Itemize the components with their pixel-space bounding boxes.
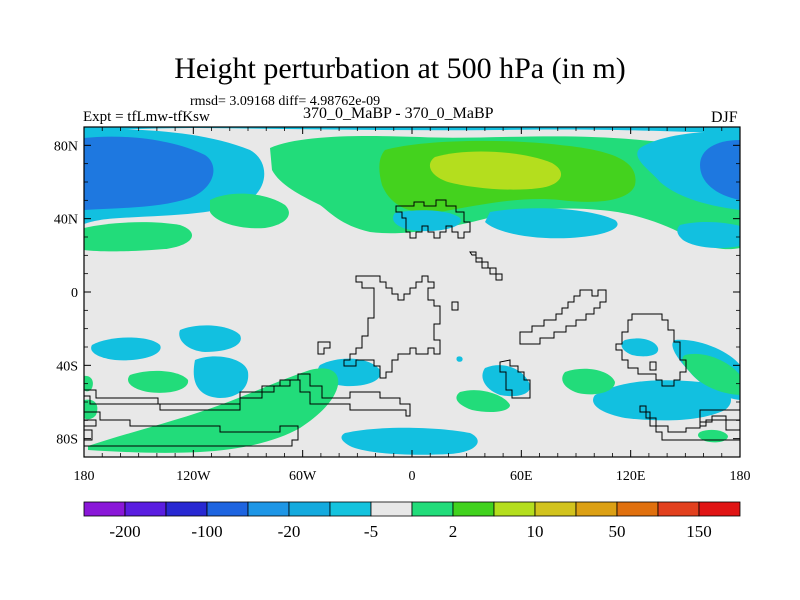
axes: 80N 40N 0 40S 80S 180 120W 60W 0 60E 120E 180 xyxy=(54,127,751,484)
colorbar-label: 150 xyxy=(686,522,712,541)
colorbar-swatch xyxy=(370,501,413,517)
colorbar-swatch xyxy=(329,501,372,517)
positive-region xyxy=(84,222,192,252)
lat-tick-label: 80N xyxy=(54,139,78,154)
colorbar-swatch xyxy=(575,501,618,517)
colorbar-label: -20 xyxy=(278,522,301,541)
negative-region xyxy=(456,356,463,362)
coastline xyxy=(699,409,740,427)
season-label: DJF xyxy=(711,109,738,126)
lat-tick-label: 40S xyxy=(56,359,78,374)
colorbar-swatch xyxy=(493,501,536,517)
colorbar-swatch xyxy=(698,501,741,517)
lon-tick-label: 120E xyxy=(616,469,646,484)
contour-field xyxy=(84,127,740,455)
chart-title: Height perturbation at 500 hPa (in m) xyxy=(174,52,626,85)
colorbar-label: -200 xyxy=(109,522,140,541)
negative-region xyxy=(392,210,461,232)
coastline xyxy=(469,251,503,281)
positive-region xyxy=(84,375,93,392)
coastline xyxy=(84,411,299,447)
colorbar-swatch xyxy=(206,501,249,517)
coastline xyxy=(395,199,471,239)
lon-tick-label: 0 xyxy=(409,469,416,484)
coastline xyxy=(317,341,331,355)
lon-tick-label: 180 xyxy=(730,469,751,484)
lat-tick-label: 0 xyxy=(71,286,78,301)
colorbar-label: 2 xyxy=(449,522,458,541)
colorbar-swatch xyxy=(411,501,454,517)
positive-strong-region xyxy=(429,151,562,190)
colorbar-swatch xyxy=(165,501,208,517)
positive-region xyxy=(562,368,615,395)
lon-tick-label: 60E xyxy=(510,469,533,484)
coastline xyxy=(499,359,531,399)
colorbar-swatch xyxy=(616,501,659,517)
colorbar-label: -100 xyxy=(191,522,222,541)
lat-tick-label: 80S xyxy=(56,433,78,448)
stats-label: rmsd= 3.09168 diff= 4.98762e-09 xyxy=(190,94,381,109)
colorbar-swatch xyxy=(247,501,290,517)
positive-region xyxy=(456,390,510,413)
negative-region xyxy=(677,222,740,248)
negative-region xyxy=(91,337,161,361)
negative-region xyxy=(593,380,732,421)
coastline xyxy=(615,313,687,387)
experiment-label: Expt = tfLmw-tfKsw xyxy=(83,109,210,125)
negative-region xyxy=(621,338,659,357)
negative-strong-region xyxy=(84,136,214,210)
lat-tick-label: 40N xyxy=(54,213,78,228)
colorbar-swatch xyxy=(452,501,495,517)
case-label: 370_0_MaBP - 370_0_MaBP xyxy=(303,105,494,122)
negative-region xyxy=(485,208,618,239)
colorbar-label: 10 xyxy=(527,522,544,541)
colorbar-swatch xyxy=(657,501,700,517)
colorbar-swatch xyxy=(124,501,167,517)
positive-region xyxy=(128,370,189,393)
colorbar-label: 50 xyxy=(609,522,626,541)
positive-region xyxy=(84,399,98,420)
negative-region xyxy=(341,427,478,455)
coastline xyxy=(343,275,441,379)
positive-region xyxy=(697,429,728,443)
colorbar: -200 -100 -20 -5 2 10 50 150 xyxy=(83,501,741,541)
continent-outlines xyxy=(84,199,740,447)
positive-region xyxy=(210,193,289,229)
coastline xyxy=(84,373,411,417)
coastline xyxy=(451,301,459,311)
colorbar-swatch xyxy=(288,501,331,517)
positive-region xyxy=(682,353,740,395)
colorbar-label: -5 xyxy=(364,522,378,541)
negative-region xyxy=(193,356,249,398)
colorbar-swatch xyxy=(83,501,126,517)
lon-tick-label: 180 xyxy=(74,469,95,484)
lon-tick-label: 60W xyxy=(289,469,317,484)
lon-tick-label: 120W xyxy=(176,469,211,484)
coastline xyxy=(649,361,657,371)
negative-region xyxy=(179,325,241,352)
coastline xyxy=(519,289,607,345)
coastline xyxy=(639,405,740,441)
negative-strong-region xyxy=(700,140,740,200)
colorbar-swatch xyxy=(534,501,577,517)
coastline xyxy=(84,419,97,427)
